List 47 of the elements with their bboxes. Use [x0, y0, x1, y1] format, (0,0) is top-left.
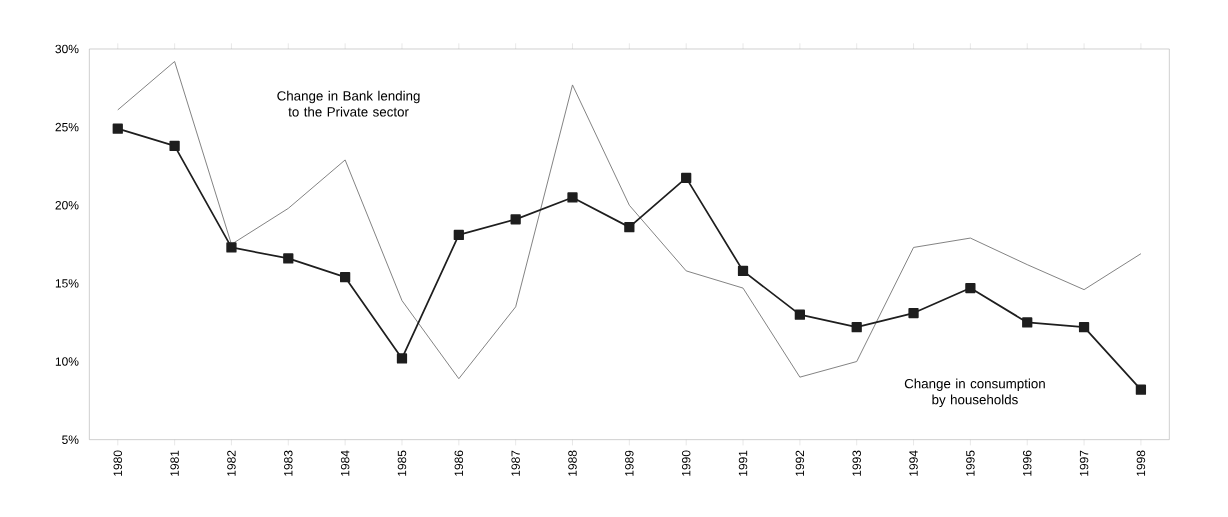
annotation: Change in consumption by households — [904, 378, 1045, 407]
point — [908, 307, 919, 319]
point — [965, 282, 976, 294]
point — [510, 214, 521, 225]
y-tick-label: 30% — [55, 44, 79, 54]
line-series — [117, 61, 1142, 380]
point — [169, 140, 180, 152]
x-tick-label: 1993 — [852, 450, 861, 476]
point — [112, 123, 123, 134]
point — [624, 222, 635, 233]
x-tick-label: 1980 — [113, 450, 123, 476]
point — [851, 322, 862, 333]
point — [567, 192, 578, 203]
y-tick-label: 20% — [55, 201, 79, 210]
x-tick-label: 1991 — [738, 450, 748, 476]
x-tick-label: 1988 — [568, 450, 577, 476]
point — [1022, 317, 1033, 328]
x-tick-label: 1998 — [1136, 450, 1146, 476]
y-tick-label: 10% — [55, 357, 79, 366]
point — [396, 353, 408, 364]
x-tick-label: 1985 — [397, 450, 407, 476]
point — [1135, 384, 1147, 395]
x-tick-label: 1984 — [340, 450, 350, 476]
point — [1078, 322, 1090, 333]
y-tick-label: 5% — [62, 435, 79, 444]
point — [794, 309, 805, 320]
point — [453, 229, 464, 241]
x-tick-label: 1981 — [170, 450, 179, 476]
point — [226, 242, 237, 253]
x-tick-label: 1992 — [795, 450, 805, 476]
y-tick-label: 25% — [55, 122, 79, 132]
annotation: Change in Bank lending to the Private sector — [277, 90, 420, 117]
x-tick-label: 1994 — [909, 450, 918, 476]
x-tick-label: 1987 — [511, 450, 520, 476]
x-tick-label: 1990 — [681, 450, 691, 476]
point — [681, 172, 692, 184]
x-tick-label: 1983 — [284, 450, 293, 476]
x-tick-label: 1989 — [625, 450, 634, 476]
point — [340, 272, 351, 283]
y-tick-label: 15% — [55, 279, 79, 288]
x-tick-label: 1982 — [227, 450, 236, 476]
x-tick-label: 1995 — [966, 450, 975, 476]
x-tick-label: 1997 — [1079, 450, 1089, 476]
point — [737, 265, 749, 277]
x-tick-label: 1996 — [1022, 450, 1032, 476]
point — [283, 253, 294, 264]
x-tick-label: 1986 — [454, 450, 464, 476]
